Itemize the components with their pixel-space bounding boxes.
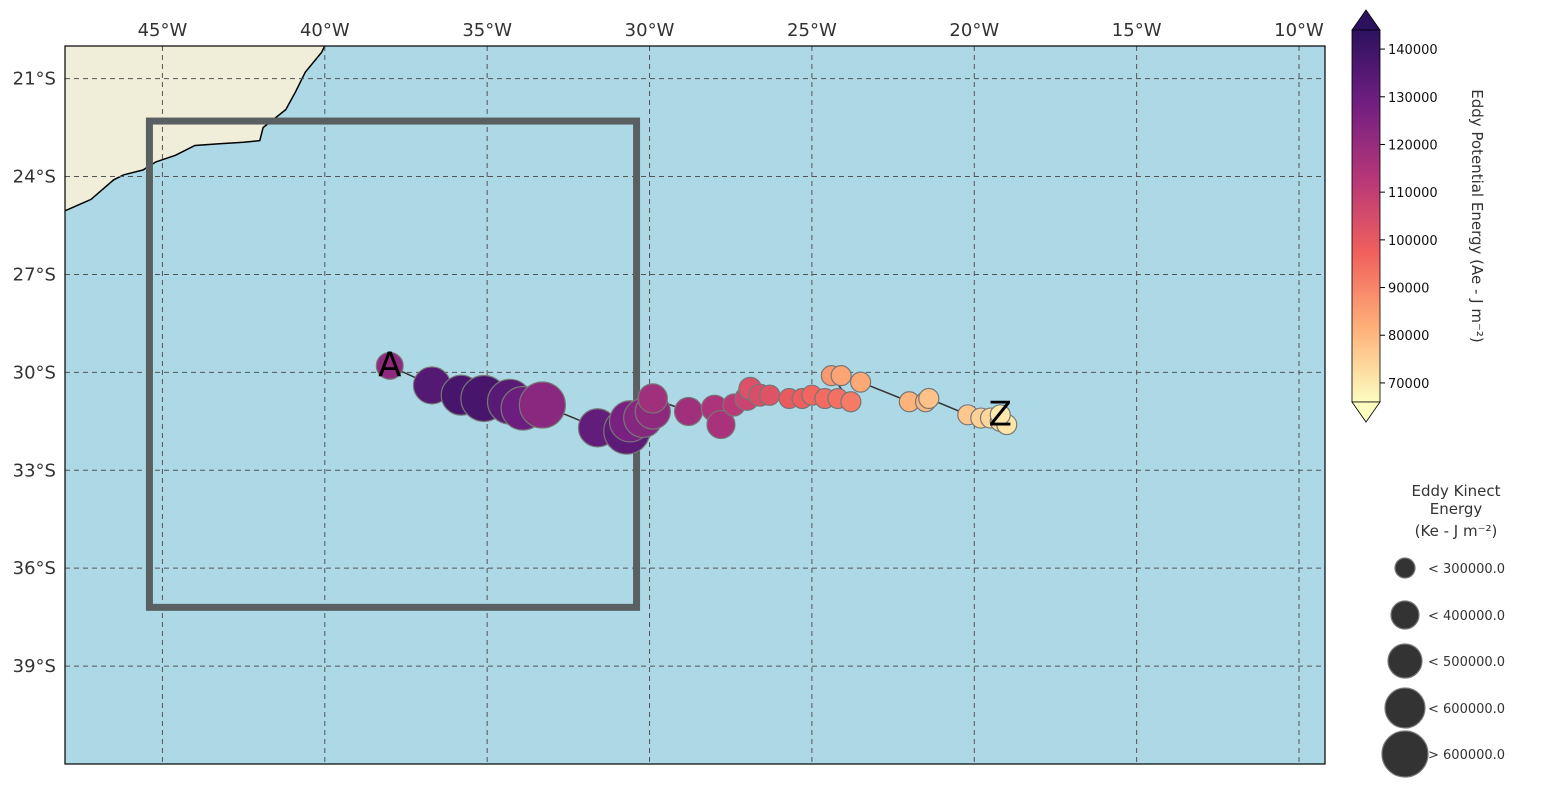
lon-tick-label: 35°W bbox=[462, 20, 512, 41]
size-legend-label: < 300000.0 bbox=[1428, 562, 1505, 577]
graticule bbox=[65, 46, 1325, 764]
colorbar-extend-min bbox=[1351, 401, 1381, 423]
eddy-point bbox=[637, 383, 668, 414]
south-america-coastline bbox=[65, 46, 326, 212]
eddy-point bbox=[673, 396, 704, 427]
lat-tick-label: 27°S bbox=[13, 264, 56, 285]
size-legend-marker bbox=[1390, 600, 1420, 630]
lon-tick-label: 40°W bbox=[300, 20, 350, 41]
size-legend-label: < 600000.0 bbox=[1428, 702, 1505, 717]
lat-tick-label: 21°S bbox=[13, 69, 56, 90]
colorbar-tick-label: 120000 bbox=[1388, 138, 1438, 153]
size-legend-marker bbox=[1387, 643, 1423, 679]
eddy-point bbox=[989, 404, 1011, 426]
longitude-tick-labels: 45°W 40°W 35°W 30°W 25°W 20°W 15°W 10°W bbox=[138, 20, 1325, 41]
lat-tick-label: 30°S bbox=[13, 362, 56, 383]
colorbar-ticks: 70000 80000 90000 100000 110000 120000 130000 1… bbox=[1380, 43, 1438, 392]
eddy-point bbox=[375, 351, 404, 380]
eddy-point bbox=[918, 387, 940, 410]
size-legend-title-line-2: Energy bbox=[1430, 500, 1483, 518]
lon-tick-label: 25°W bbox=[787, 20, 837, 41]
eddy-point bbox=[850, 371, 872, 393]
eddy-point bbox=[518, 381, 566, 429]
lon-tick-label: 30°W bbox=[625, 20, 675, 41]
lon-tick-label: 45°W bbox=[138, 20, 188, 41]
colorbar: 70000 80000 90000 100000 110000 120000 130000 1… bbox=[1351, 9, 1486, 423]
size-legend-items: < 300000.0 < 400000.0 < 500000.0 < 600000.0… bbox=[1381, 557, 1505, 778]
colorbar-tick-label: 100000 bbox=[1388, 234, 1438, 249]
size-legend-marker bbox=[1381, 730, 1429, 778]
lat-tick-label: 39°S bbox=[13, 656, 56, 677]
colorbar-tick-label: 70000 bbox=[1388, 377, 1429, 392]
lat-tick-label: 33°S bbox=[13, 460, 56, 481]
track-start-label: A bbox=[378, 345, 401, 385]
lon-tick-label: 15°W bbox=[1112, 20, 1162, 41]
size-legend-label: > 600000.0 bbox=[1428, 748, 1505, 763]
latitude-tick-labels: 21°S 24°S 27°S 30°S 33°S 36°S 39°S bbox=[13, 69, 56, 677]
size-legend-label: < 500000.0 bbox=[1428, 655, 1505, 670]
map-panel: 45°W 40°W 35°W 30°W 25°W 20°W 15°W 10°W 21°S 24°… bbox=[13, 20, 1326, 765]
eddy-point bbox=[758, 384, 781, 406]
track-end-label: Z bbox=[989, 394, 1012, 434]
size-legend-marker bbox=[1384, 687, 1426, 729]
size-legend-title-line-3: (Ke - J m⁻²) bbox=[1415, 522, 1498, 540]
colorbar-gradient bbox=[1351, 29, 1381, 403]
colorbar-tick-label: 110000 bbox=[1388, 186, 1438, 201]
lon-tick-label: 20°W bbox=[949, 20, 999, 41]
lat-tick-label: 36°S bbox=[13, 558, 56, 579]
size-legend-title-line-1: Eddy Kinect bbox=[1411, 482, 1500, 500]
size-legend-label: < 400000.0 bbox=[1428, 609, 1505, 624]
colorbar-tick-label: 80000 bbox=[1388, 329, 1429, 344]
lon-tick-label: 10°W bbox=[1274, 20, 1324, 41]
eddy-point bbox=[706, 409, 736, 440]
colorbar-tick-label: 140000 bbox=[1388, 43, 1438, 58]
lat-tick-label: 24°S bbox=[13, 167, 56, 188]
size-legend: Eddy Kinect Energy (Ke - J m⁻²) < 300000… bbox=[1381, 482, 1505, 778]
eddy-point bbox=[840, 391, 862, 413]
colorbar-tick-label: 90000 bbox=[1388, 282, 1429, 297]
colorbar-label: Eddy Potential Energy (Ae - J m⁻²) bbox=[1468, 89, 1486, 343]
eddy-track-points bbox=[375, 351, 1018, 455]
region-box bbox=[145, 117, 641, 611]
colorbar-tick-label: 130000 bbox=[1388, 91, 1438, 106]
size-legend-marker bbox=[1394, 557, 1416, 579]
eddy-point bbox=[830, 365, 852, 387]
colorbar-extend-max bbox=[1351, 9, 1381, 31]
map-frame bbox=[64, 45, 1326, 765]
